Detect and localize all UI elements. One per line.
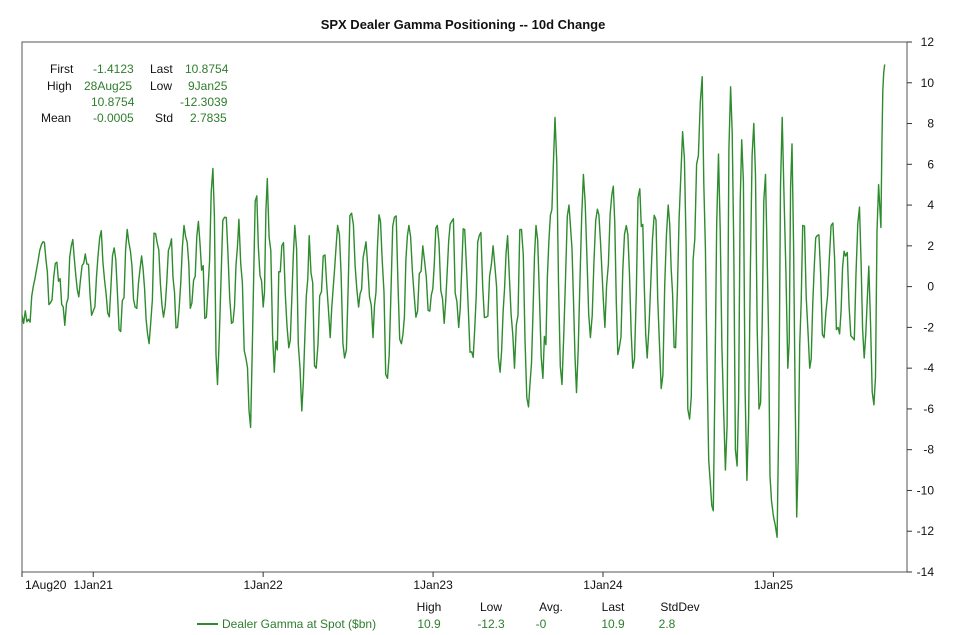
x-tick-label: 1Jan22 (243, 578, 283, 592)
legend-value-low: -12.3 (477, 617, 505, 631)
stat-first-label: First (50, 62, 74, 76)
y-tick-label: 0 (927, 280, 934, 294)
y-tick-label: -8 (923, 443, 934, 457)
x-tick-label: 1Jan25 (754, 578, 794, 592)
stat-high-label: High (47, 79, 72, 93)
stat-high-value: 10.8754 (91, 95, 135, 109)
stat-mean-label: Mean (41, 111, 71, 125)
x-axis: 1Aug20 1Jan21 1Jan22 1Jan23 1Jan24 1Jan25 (21, 572, 794, 592)
stat-low-date: 9Jan25 (188, 79, 228, 93)
legend-series-label: Dealer Gamma at Spot ($bn) (222, 617, 376, 631)
y-tick-label: -2 (923, 320, 934, 334)
stat-low-label: Low (150, 79, 172, 93)
stat-last-label: Last (150, 62, 173, 76)
x-tick-label: 1Jan23 (413, 578, 453, 592)
y-tick-label: -10 (917, 483, 935, 497)
x-tick-label: 1Jan24 (583, 578, 623, 592)
series-line-dealer-gamma (21, 64, 886, 538)
legend: High Low Avg. Last StdDev Dealer Gamma a… (197, 600, 700, 631)
stat-last-value: 10.8754 (185, 62, 229, 76)
y-tick-label: -6 (923, 402, 934, 416)
y-tick-label: 6 (927, 157, 934, 171)
y-tick-label: 12 (921, 35, 935, 49)
legend-header-stddev: StdDev (660, 600, 699, 614)
stat-high-date: 28Aug25 (84, 79, 132, 93)
legend-header-last: Last (602, 600, 625, 614)
chart-title: SPX Dealer Gamma Positioning -- 10d Chan… (321, 17, 606, 32)
legend-value-high: 10.9 (417, 617, 441, 631)
y-tick-label: -12 (917, 524, 935, 538)
y-tick-label: -4 (923, 361, 934, 375)
stat-mean-value: -0.0005 (93, 111, 134, 125)
y-axis: 12 10 8 6 4 2 0 -2 -4 -6 -8 -10 -12 -14 (907, 35, 934, 579)
legend-header-high: High (417, 600, 442, 614)
stat-std-label: Std (155, 111, 173, 125)
legend-header-avg: Avg. (539, 600, 563, 614)
stat-low-value: -12.3039 (180, 95, 228, 109)
legend-value-avg: -0 (536, 617, 547, 631)
plot-frame (21, 41, 908, 573)
y-tick-label: -14 (917, 565, 935, 579)
x-tick-label: 1Aug20 (25, 578, 67, 592)
legend-header-low: Low (480, 600, 502, 614)
y-tick-label: 10 (921, 76, 935, 90)
legend-value-stddev: 2.8 (659, 617, 676, 631)
y-tick-label: 4 (927, 198, 934, 212)
x-tick-label: 1Jan21 (74, 578, 114, 592)
stats-box: First -1.4123 Last 10.8754 High 28Aug25 … (41, 62, 229, 125)
y-tick-label: 8 (927, 117, 934, 131)
stat-first-value: -1.4123 (93, 62, 134, 76)
legend-value-last: 10.9 (601, 617, 625, 631)
y-tick-label: 2 (927, 239, 934, 253)
stat-std-value: 2.7835 (190, 111, 227, 125)
